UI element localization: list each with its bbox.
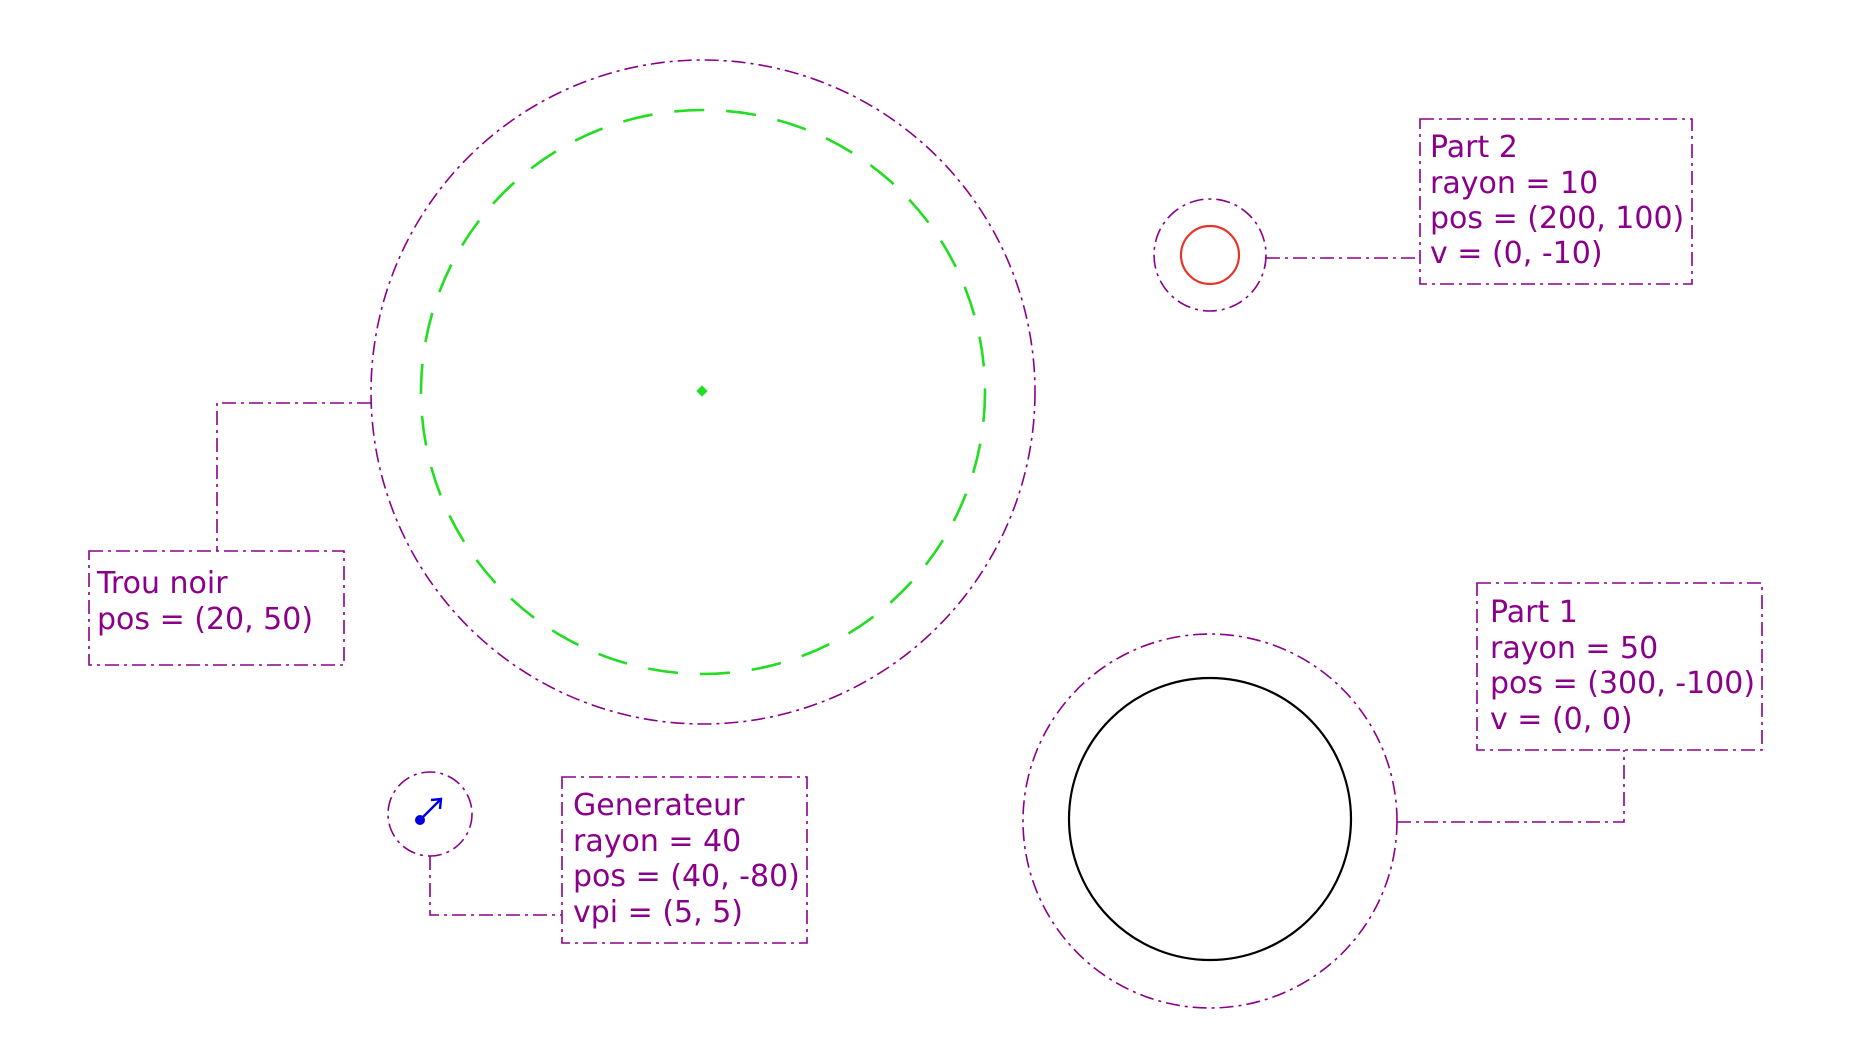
black-hole-influence-circle: [370, 59, 1036, 725]
part-2-label-velocity: v = (0, -10): [1430, 236, 1603, 271]
part-1: [1022, 633, 1398, 1009]
black-hole-label-title: Trou noir: [96, 566, 228, 601]
black-hole-horizon-circle: [419, 108, 987, 676]
black-hole-label: Trou noir pos = (20, 50): [88, 550, 345, 666]
part-1-leader-line: [1397, 750, 1625, 823]
generator-label-radius: rayon = 40: [573, 824, 741, 859]
generator-label-vpi: vpi = (5, 5): [573, 895, 743, 930]
black-hole-center-marker: [696, 385, 708, 397]
part-1-influence-circle: [1022, 633, 1398, 1009]
part-2-label-box: [1419, 118, 1693, 285]
part-2: [1153, 198, 1267, 312]
part-1-label-velocity: v = (0, 0): [1490, 702, 1633, 737]
part-1-label: Part 1 rayon = 50 pos = (300, -100) v = …: [1476, 582, 1763, 751]
part-1-label-box: [1476, 582, 1763, 751]
black-hole-label-pos: pos = (20, 50): [97, 602, 313, 637]
part-2-body-circle: [1179, 224, 1241, 286]
generator-arrow-head-icon: [430, 797, 443, 810]
generator-label-title: Generateur: [573, 788, 745, 823]
part-2-label-pos: pos = (200, 100): [1430, 201, 1684, 236]
generator: [387, 771, 473, 857]
generator-label-box: [561, 776, 808, 944]
generator-velocity-arrow: [419, 799, 441, 821]
part-2-label-radius: rayon = 10: [1430, 166, 1598, 201]
part-2-label: Part 2 rayon = 10 pos = (200, 100) v = (…: [1419, 118, 1693, 285]
part-2-label-title: Part 2: [1430, 130, 1518, 165]
generator-label-pos: pos = (40, -80): [573, 859, 800, 894]
part-2-influence-circle: [1153, 198, 1267, 312]
black-hole: [370, 59, 1036, 725]
part-1-body-circle: [1067, 676, 1353, 962]
part-1-label-radius: rayon = 50: [1490, 631, 1658, 666]
black-hole-leader-line: [216, 402, 371, 551]
generator-influence-circle: [387, 771, 473, 857]
part-1-label-pos: pos = (300, -100): [1490, 666, 1755, 701]
generator-label: Generateur rayon = 40 pos = (40, -80) vp…: [561, 776, 808, 944]
black-hole-label-box: [88, 550, 345, 666]
part-1-label-title: Part 1: [1490, 595, 1578, 630]
generator-leader-line: [429, 856, 562, 916]
